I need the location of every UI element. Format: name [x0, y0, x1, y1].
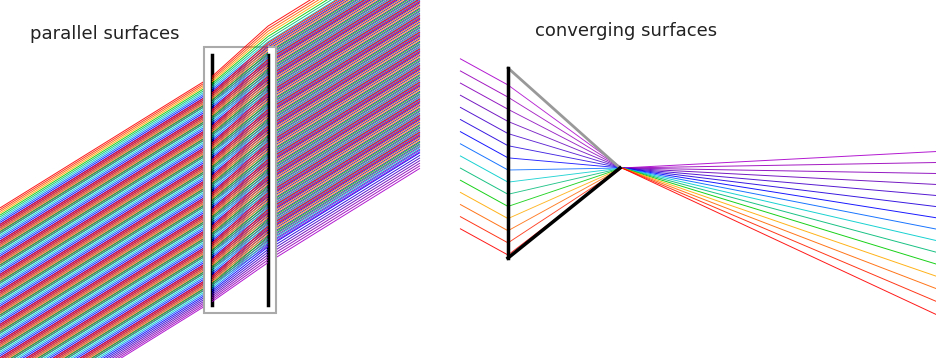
Text: converging surfaces: converging surfaces — [534, 22, 716, 40]
Bar — [204, 47, 276, 313]
Text: parallel surfaces: parallel surfaces — [30, 25, 180, 43]
